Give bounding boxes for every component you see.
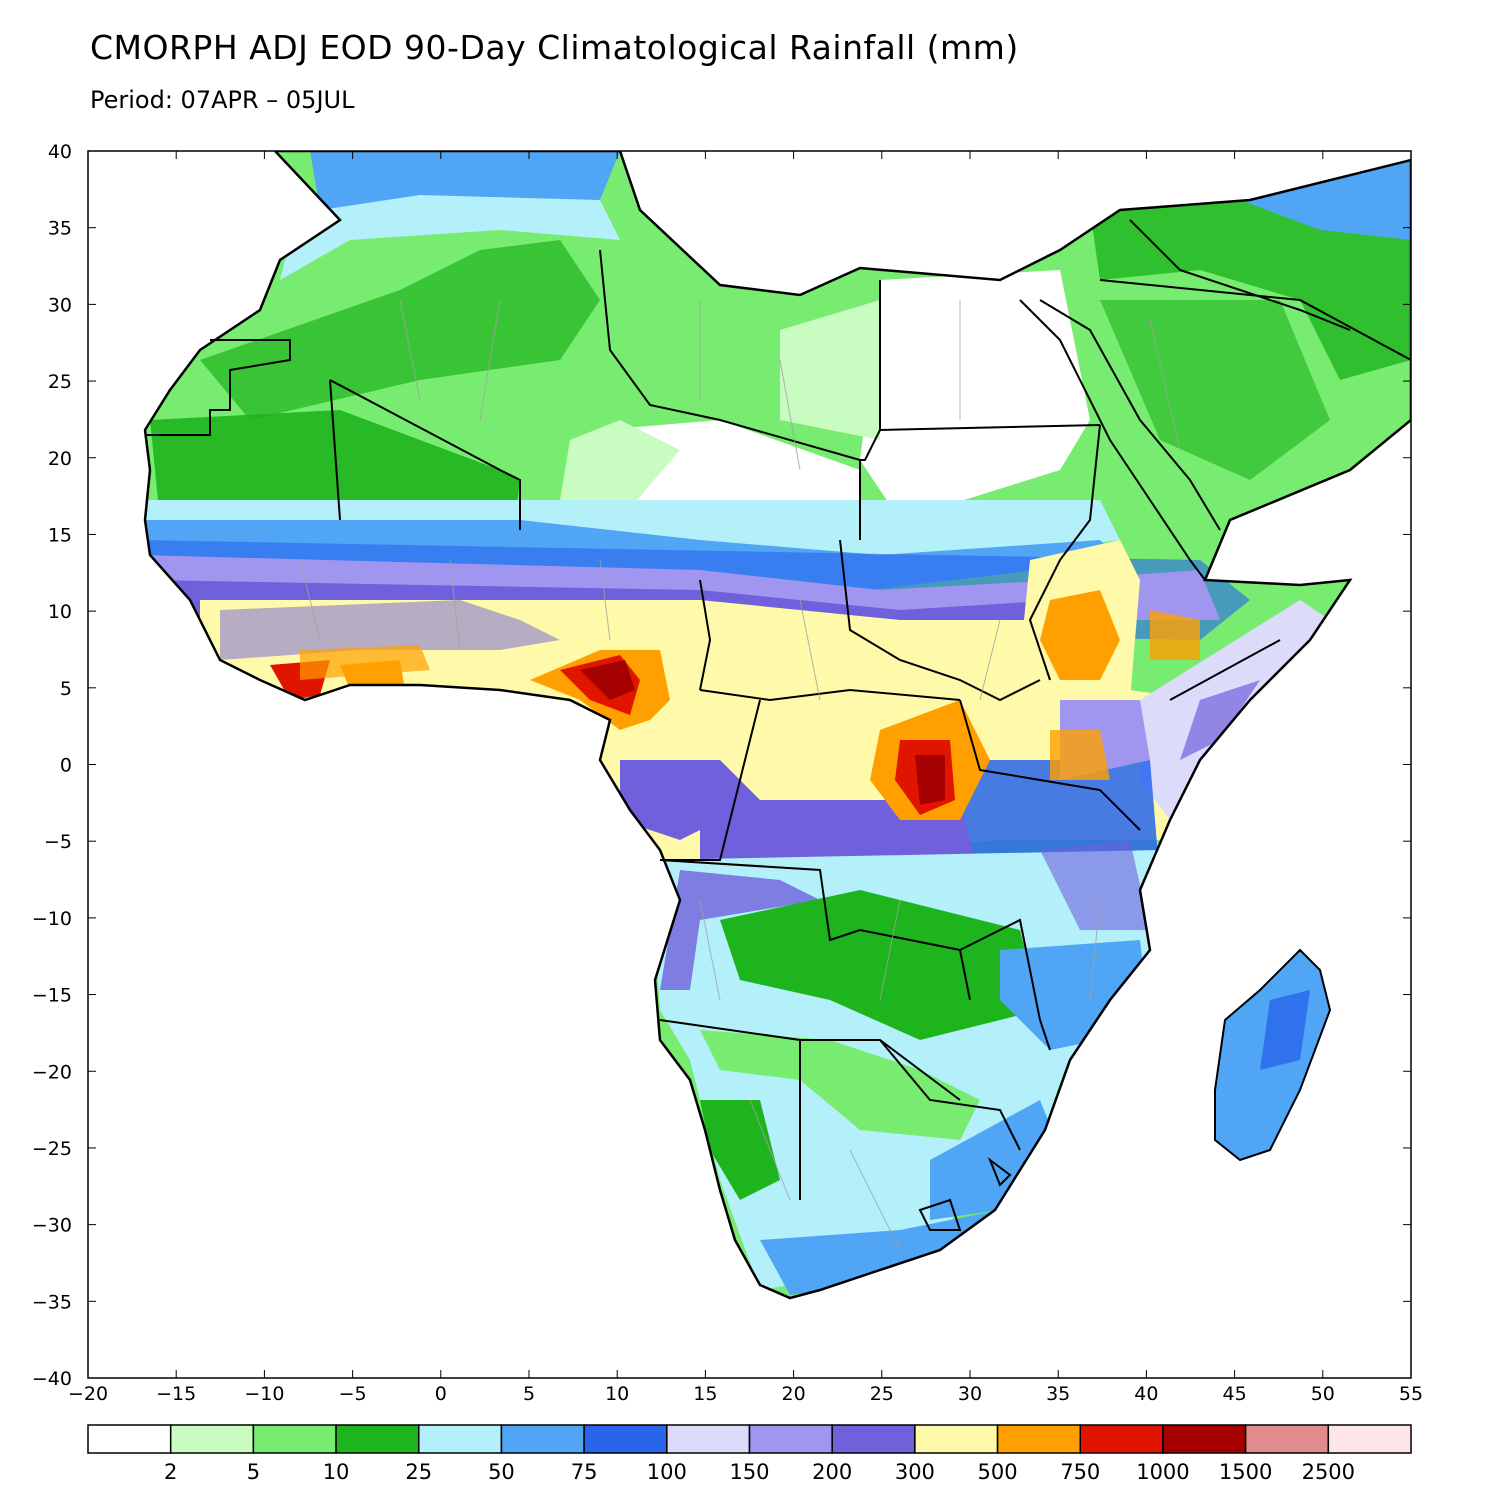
lon-tick-label: 10 <box>605 1383 629 1405</box>
colorbar-label: 500 <box>978 1460 1018 1484</box>
colorbar-swatch <box>996 1424 1081 1454</box>
colorbar-swatch <box>252 1424 337 1454</box>
colorbar-label: 2 <box>164 1460 177 1484</box>
colorbar-label: 50 <box>488 1460 515 1484</box>
lon-tick-label: 30 <box>958 1383 982 1405</box>
colorbar-swatch <box>748 1424 833 1454</box>
lat-tick-label: 5 <box>60 678 72 700</box>
lat-tick-label: 40 <box>48 141 72 163</box>
colorbar-swatch <box>1327 1424 1412 1454</box>
lon-tick-label: 35 <box>1046 1383 1070 1405</box>
lat-tick-label: −15 <box>32 985 72 1007</box>
lat-tick-label: 25 <box>48 371 72 393</box>
colorbar-swatch <box>583 1424 668 1454</box>
lon-tick-label: 5 <box>523 1383 535 1405</box>
lon-tick-label: −15 <box>156 1383 196 1405</box>
lon-tick-label: 40 <box>1134 1383 1158 1405</box>
colorbar-label: 100 <box>647 1460 687 1484</box>
lat-tick-label: −5 <box>44 831 72 853</box>
colorbar-label: 1500 <box>1219 1460 1272 1484</box>
borders-layer <box>143 151 1411 1300</box>
colorbar-swatch <box>418 1424 503 1454</box>
lon-tick-label: 0 <box>435 1383 447 1405</box>
lon-tick-label: 20 <box>782 1383 806 1405</box>
colorbar-swatch <box>169 1424 255 1454</box>
map-subtitle: Period: 07APR – 05JUL <box>90 86 355 114</box>
colorbar-swatch <box>1079 1424 1164 1454</box>
lon-tick-label: 15 <box>693 1383 717 1405</box>
colorbar-label: 10 <box>323 1460 350 1484</box>
lat-tick-label: 10 <box>48 601 72 623</box>
lat-tick-label: −25 <box>32 1138 72 1160</box>
lat-tick-label: 15 <box>48 524 72 546</box>
colorbar-label: 150 <box>729 1460 769 1484</box>
colorbar-swatch <box>1244 1424 1330 1454</box>
colorbar-label: 75 <box>571 1460 598 1484</box>
colorbar-swatch <box>666 1424 751 1454</box>
lat-tick-label: −30 <box>32 1215 72 1237</box>
colorbar-swatch <box>831 1424 916 1454</box>
lat-tick-label: −10 <box>32 908 72 930</box>
lat-tick-label: 0 <box>60 755 72 777</box>
colorbar-label: 200 <box>812 1460 852 1484</box>
colorbar-label: 5 <box>247 1460 260 1484</box>
map-title: CMORPH ADJ EOD 90-Day Climatological Rai… <box>90 28 1019 67</box>
lon-tick-label: −5 <box>339 1383 367 1405</box>
latitude-axis: 40 35 30 25 20 15 10 5 0 −5 −10 −15 −20 −25 −30 −35 −40 <box>32 141 1411 1390</box>
colorbar-swatch <box>87 1424 172 1454</box>
lon-tick-label: −10 <box>244 1383 284 1405</box>
colorbar-swatch <box>335 1424 420 1454</box>
lon-tick-label: 45 <box>1223 1383 1247 1405</box>
longitude-axis: −20 −15 −10 −5 0 5 10 15 20 25 30 35 40 45 50 55 <box>68 151 1423 1405</box>
colorbar-swatch <box>914 1424 999 1454</box>
lat-tick-label: 30 <box>48 294 72 316</box>
colorbar-swatch <box>500 1424 585 1454</box>
colorbar-label: 1000 <box>1136 1460 1189 1484</box>
colorbar-label: 2500 <box>1302 1460 1355 1484</box>
lat-tick-label: 20 <box>48 448 72 470</box>
lat-tick-label: −35 <box>32 1291 72 1313</box>
colorbar: 2 5 10 25 50 75 100 150 200 300 500 750 1000 1500 2500 <box>87 1424 1412 1484</box>
lon-tick-label: 50 <box>1311 1383 1335 1405</box>
lat-tick-label: −40 <box>32 1368 72 1390</box>
colorbar-label: 25 <box>405 1460 432 1484</box>
lon-tick-label: 55 <box>1399 1383 1423 1405</box>
colorbar-swatch <box>1162 1424 1247 1454</box>
lon-tick-label: 25 <box>870 1383 894 1405</box>
colorbar-label: 300 <box>895 1460 935 1484</box>
rainfall-field <box>145 151 1411 1298</box>
lat-tick-label: 35 <box>48 218 72 240</box>
lat-tick-label: −20 <box>32 1061 72 1083</box>
colorbar-label: 750 <box>1060 1460 1100 1484</box>
lon-tick-label: −20 <box>68 1383 108 1405</box>
